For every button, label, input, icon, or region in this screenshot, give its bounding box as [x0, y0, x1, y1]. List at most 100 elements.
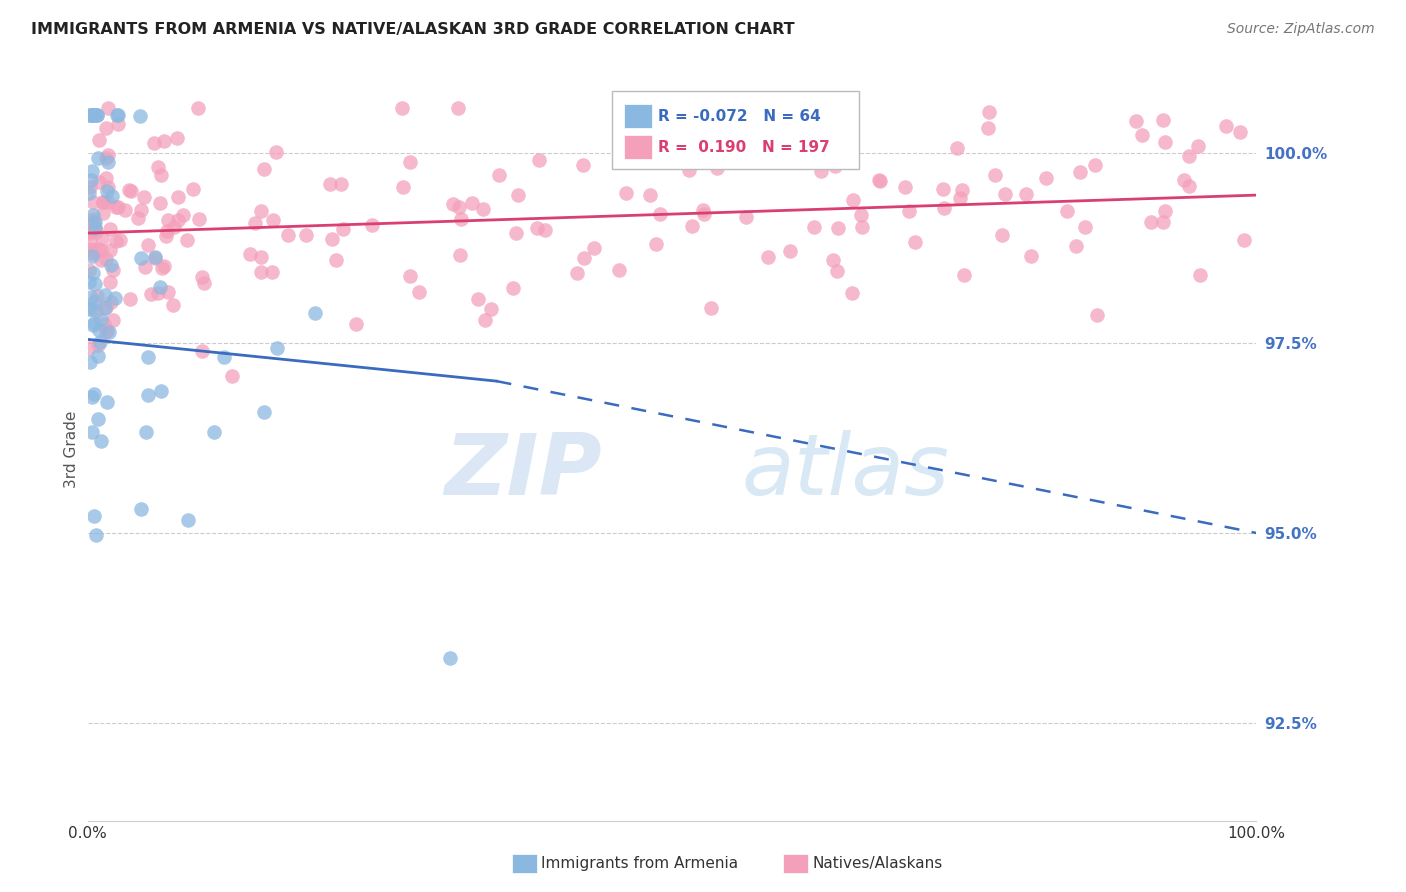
Point	[77, 342, 100, 356]
Point	[250, 250, 273, 264]
Point	[94, 300, 117, 314]
Point	[1056, 204, 1078, 219]
Point	[77, 275, 100, 289]
Point	[734, 210, 756, 224]
Point	[143, 251, 166, 265]
Point	[506, 187, 529, 202]
Point	[851, 208, 873, 222]
Point	[84, 277, 107, 292]
Point	[1152, 112, 1174, 127]
Point	[797, 148, 820, 162]
Point	[450, 211, 472, 226]
Point	[678, 162, 700, 177]
Point	[932, 201, 955, 215]
Point	[136, 388, 159, 402]
Point	[97, 148, 120, 162]
Point	[82, 266, 104, 280]
Point	[98, 243, 121, 257]
Point	[98, 326, 121, 340]
Point	[1233, 233, 1256, 247]
Point	[79, 108, 101, 122]
Point	[89, 434, 111, 449]
Point	[90, 312, 112, 326]
Point	[79, 173, 101, 187]
Point	[100, 189, 122, 203]
Y-axis label: 3rd Grade: 3rd Grade	[65, 410, 79, 488]
Point	[851, 220, 873, 235]
Point	[950, 183, 973, 197]
Point	[94, 288, 117, 302]
Point	[83, 221, 105, 235]
Point	[644, 237, 666, 252]
Point	[565, 266, 588, 280]
Point	[614, 186, 637, 200]
Point	[129, 202, 152, 217]
Point	[842, 193, 865, 207]
Point	[155, 228, 177, 243]
Point	[96, 325, 118, 339]
Point	[100, 222, 122, 236]
Point	[77, 263, 100, 277]
Point	[150, 169, 173, 183]
Text: R =  0.190   N = 197: R = 0.190 N = 197	[658, 140, 830, 154]
Point	[869, 174, 891, 188]
Point	[681, 219, 703, 233]
Point	[399, 155, 422, 169]
Point	[221, 368, 243, 383]
Point	[330, 177, 353, 191]
Point	[527, 153, 550, 167]
Point	[706, 161, 728, 175]
Point	[82, 108, 104, 122]
Point	[758, 250, 780, 264]
Point	[94, 120, 117, 135]
Point	[97, 195, 120, 210]
Point	[142, 136, 165, 151]
Point	[803, 220, 825, 235]
Point	[449, 200, 471, 214]
Point	[83, 316, 105, 330]
Point	[325, 252, 347, 267]
Point	[239, 247, 262, 261]
Point	[1015, 187, 1038, 202]
Point	[260, 265, 283, 279]
Point	[82, 246, 104, 260]
Point	[249, 265, 271, 279]
Point	[253, 161, 276, 176]
Text: R = -0.072   N = 64: R = -0.072 N = 64	[658, 110, 821, 124]
Point	[841, 285, 863, 300]
Point	[136, 237, 159, 252]
Point	[135, 425, 157, 439]
Point	[823, 252, 845, 267]
Point	[474, 312, 496, 326]
Point	[80, 249, 103, 263]
Point	[146, 285, 169, 300]
Point	[904, 235, 927, 249]
Point	[100, 295, 122, 310]
Point	[80, 108, 103, 122]
Point	[461, 196, 484, 211]
Point	[607, 263, 630, 277]
Point	[97, 180, 120, 194]
Text: ZIP: ZIP	[444, 430, 602, 513]
Point	[82, 208, 104, 222]
Point	[163, 219, 186, 234]
Point	[472, 202, 495, 217]
Point	[984, 168, 1007, 182]
Text: atlas: atlas	[742, 430, 950, 513]
Point	[318, 177, 340, 191]
Point	[105, 108, 128, 122]
Point	[118, 293, 141, 307]
Point	[191, 344, 214, 359]
Point	[80, 302, 103, 317]
Point	[82, 425, 104, 440]
Point	[79, 289, 101, 303]
Point	[250, 204, 273, 219]
Point	[692, 202, 714, 217]
Point	[82, 195, 104, 210]
Point	[91, 194, 114, 209]
Point	[86, 108, 108, 122]
Point	[86, 412, 108, 426]
Point	[1035, 171, 1057, 186]
Point	[153, 259, 176, 273]
Point	[107, 117, 129, 131]
